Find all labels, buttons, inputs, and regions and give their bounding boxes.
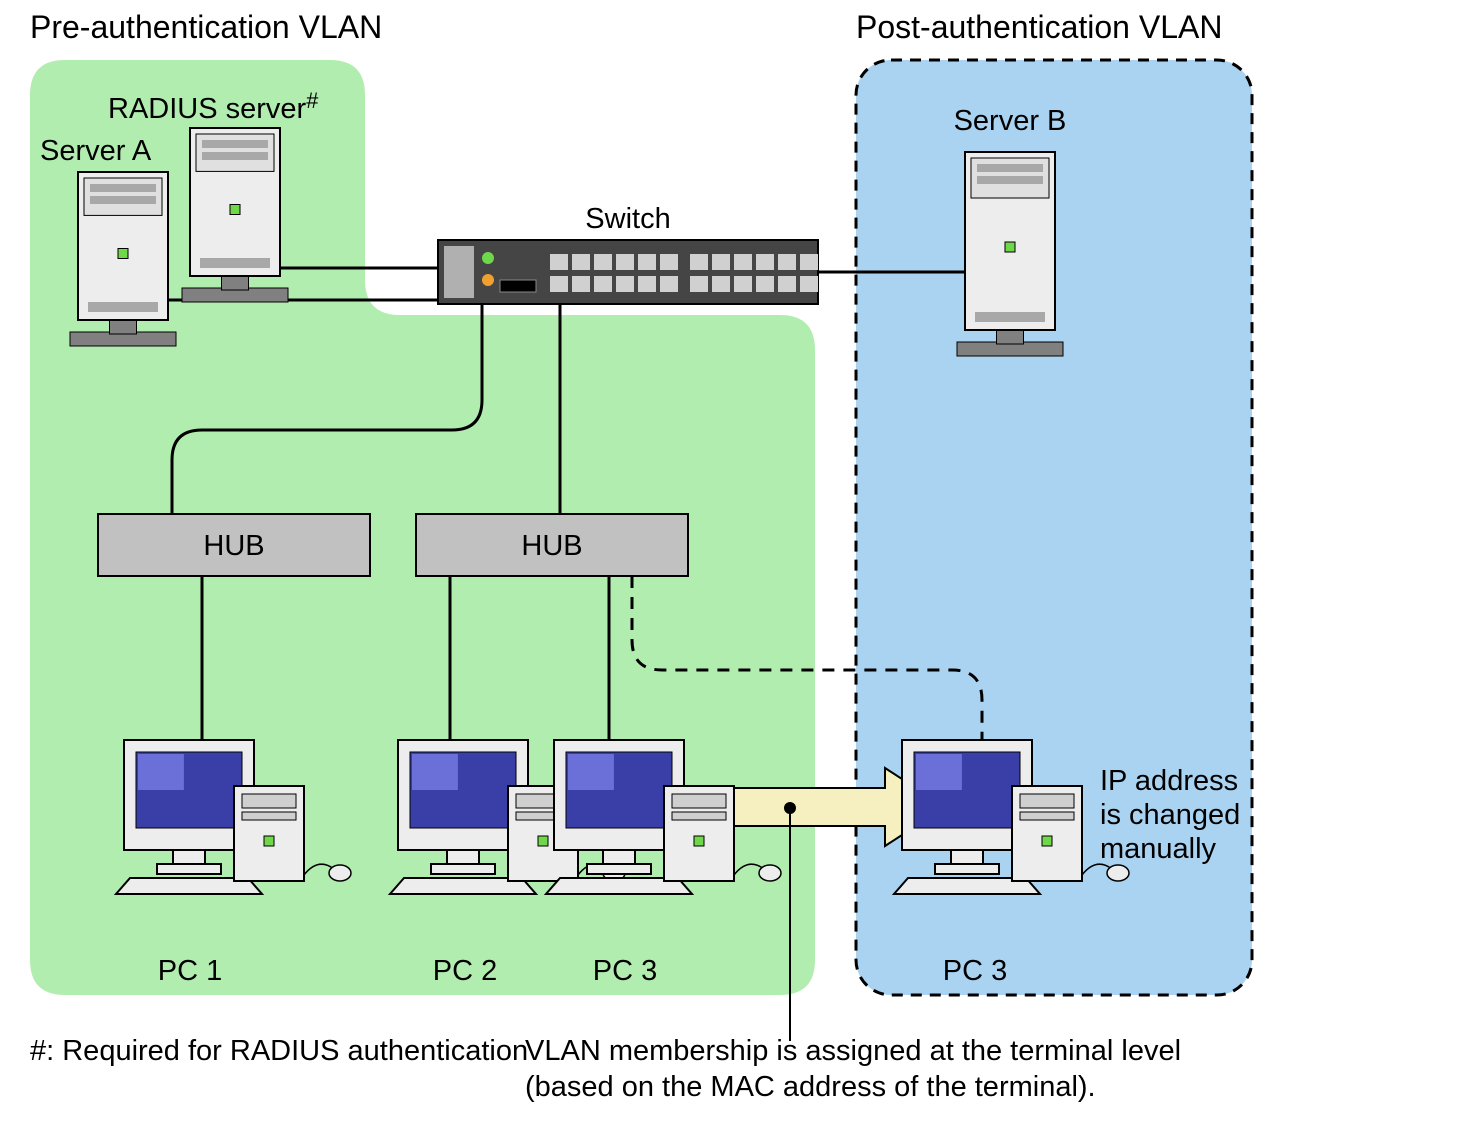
- pc1-label: PC 1: [158, 955, 222, 987]
- footnote-right-l1: VLAN membership is assigned at the termi…: [525, 1035, 1181, 1067]
- server-b-label: Server B: [954, 105, 1067, 137]
- radius-server-label: RADIUS server#: [108, 88, 318, 125]
- server-a-icon: [70, 172, 176, 346]
- callout-dot: [784, 802, 796, 814]
- preauth-vlan-title: Pre-authentication VLAN: [30, 9, 382, 45]
- ip-note-line2: is changed: [1100, 799, 1240, 831]
- hub-1-label: HUB: [203, 530, 264, 562]
- switch-icon: [438, 240, 818, 304]
- ip-note-line1: IP address: [1100, 765, 1238, 797]
- server-b-icon: [957, 152, 1063, 356]
- postauth-vlan-title: Post-authentication VLAN: [856, 9, 1222, 45]
- ip-note-line3: manually: [1100, 833, 1217, 865]
- hub-2-label: HUB: [521, 530, 582, 562]
- server-a-label: Server A: [40, 135, 152, 167]
- pc3-label: PC 3: [593, 955, 657, 987]
- footnote-left: #: Required for RADIUS authentication: [30, 1035, 528, 1067]
- pc2-label: PC 2: [433, 955, 497, 987]
- switch-label: Switch: [585, 203, 670, 235]
- footnote-right-l2: (based on the MAC address of the termina…: [525, 1071, 1096, 1103]
- pc3-right-label: PC 3: [943, 955, 1007, 987]
- radius-server-icon: [182, 128, 288, 302]
